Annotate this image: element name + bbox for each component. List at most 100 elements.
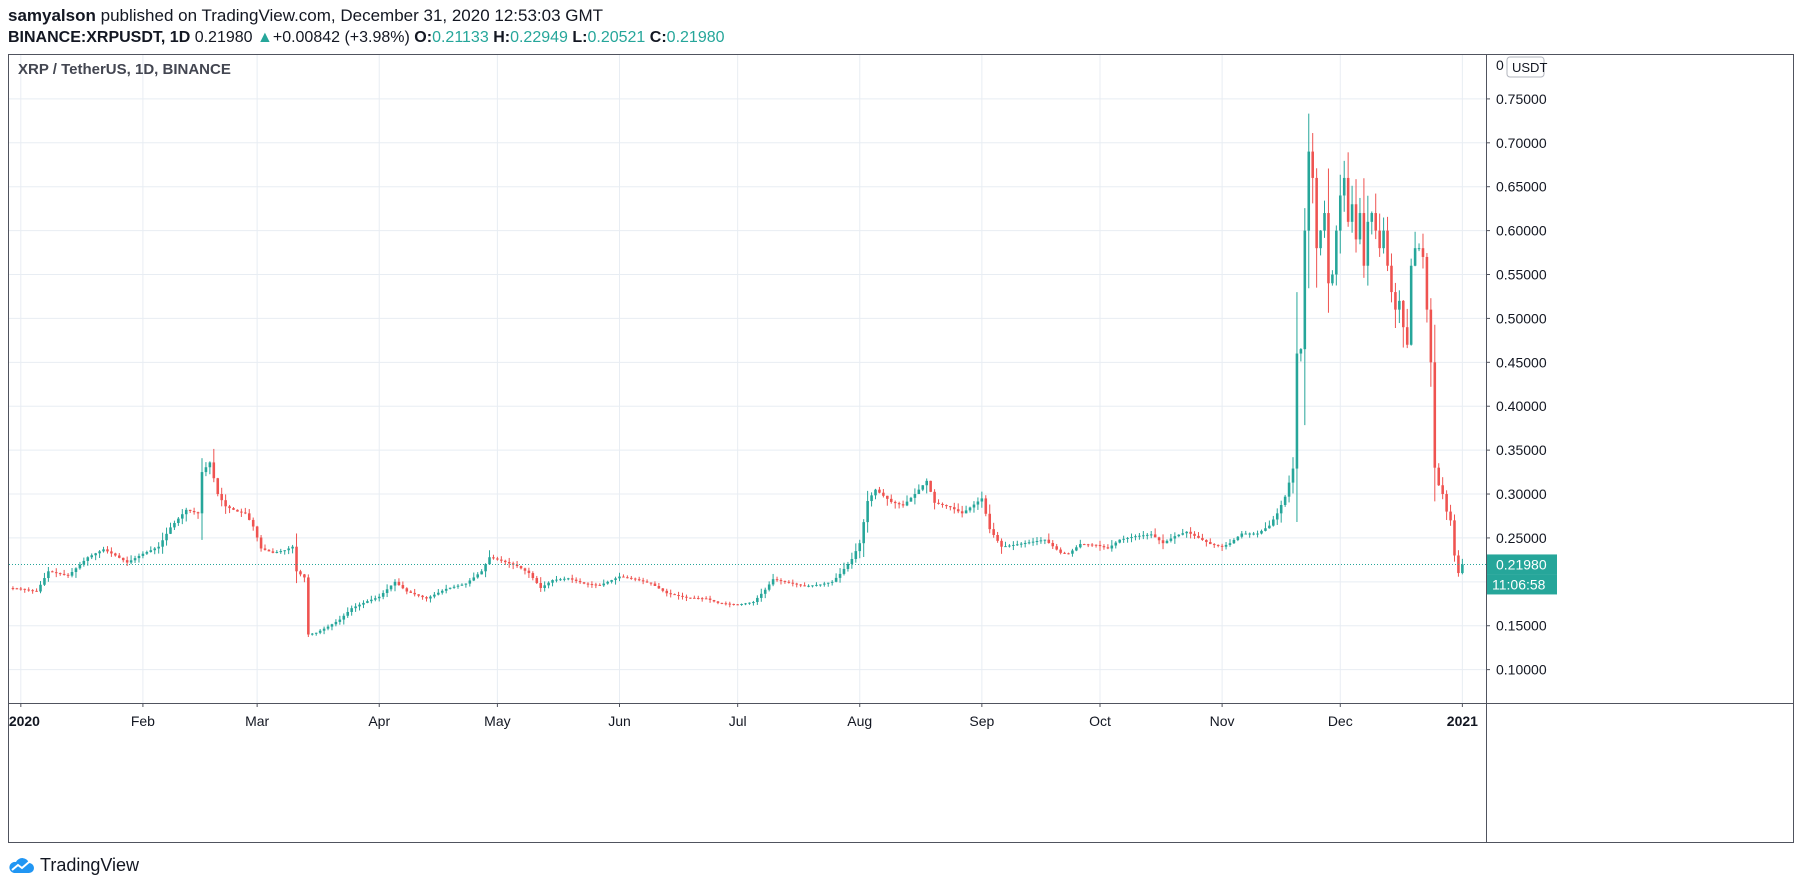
y-tick-label-partial: 0	[1496, 57, 1504, 73]
candle-body	[405, 588, 409, 592]
y-tick-label: 0.60000	[1496, 223, 1547, 239]
candle-body	[228, 506, 231, 509]
y-tick-label: 0.65000	[1496, 179, 1547, 195]
candle-body	[74, 568, 78, 572]
candle-body	[976, 501, 980, 505]
candle-body	[610, 580, 613, 582]
candle-body	[1193, 533, 1196, 536]
tradingview-footer[interactable]: TradingView	[8, 855, 139, 876]
candle-body	[779, 580, 783, 582]
candle-body	[586, 583, 590, 585]
candle-body	[531, 573, 535, 579]
candle-body	[767, 584, 771, 590]
candle-body	[1138, 535, 1141, 537]
candle-body	[1307, 151, 1311, 231]
candle-body	[665, 590, 669, 594]
candle-body	[1209, 542, 1212, 545]
candle-body	[460, 584, 464, 586]
candle-body	[732, 603, 735, 605]
candle-body	[649, 582, 653, 584]
candle-body	[43, 578, 46, 585]
candle-body	[1118, 539, 1121, 543]
candle-body	[842, 568, 846, 574]
candle-body	[1272, 519, 1275, 526]
candle-body	[669, 593, 672, 595]
candle-body	[1197, 535, 1200, 538]
candle-body	[173, 523, 176, 528]
y-tick-label: 0.35000	[1496, 442, 1547, 458]
candle-body	[1142, 535, 1145, 537]
candle-body	[322, 628, 326, 631]
candle-body	[803, 585, 806, 587]
y-tick-label: 0.10000	[1496, 662, 1547, 678]
y-tick-label: 0.50000	[1496, 310, 1547, 326]
high-label: H:	[493, 29, 511, 46]
candle-body	[1319, 230, 1322, 249]
candle-body	[429, 596, 432, 599]
candle-body	[330, 624, 334, 627]
candle-body	[1177, 534, 1181, 537]
candle-body	[1201, 537, 1204, 540]
candle-body	[1311, 151, 1314, 178]
candle-body	[685, 596, 688, 598]
candle-body	[882, 492, 885, 496]
candle-body	[996, 535, 999, 541]
candle-body	[39, 584, 42, 592]
candle-body	[1205, 539, 1208, 543]
candle-body	[413, 592, 416, 595]
x-tick-label: Oct	[1089, 713, 1111, 729]
candle-body	[192, 511, 196, 513]
change-up-icon: ▲	[257, 29, 273, 46]
candle-body	[1220, 545, 1224, 547]
candle-body	[543, 585, 546, 588]
candle-body	[287, 548, 290, 551]
candle-body	[783, 580, 787, 582]
candle-body	[771, 579, 775, 585]
candle-body	[1441, 485, 1444, 495]
candle-body	[70, 571, 74, 576]
candle-body	[775, 579, 779, 581]
candle-body	[480, 571, 483, 575]
candle-body	[1413, 248, 1417, 266]
candle-body	[559, 579, 562, 581]
candle-body	[496, 558, 499, 560]
y-tick-label: 0.55000	[1496, 267, 1547, 283]
candle-body	[673, 594, 676, 596]
candle-body	[960, 511, 964, 514]
candle-body	[1232, 539, 1236, 544]
candle-body	[452, 586, 456, 588]
author-name[interactable]: samyalson	[8, 6, 96, 25]
candle-body	[830, 581, 834, 583]
currency-badge[interactable]	[1506, 56, 1545, 78]
candle-body	[409, 591, 413, 593]
candle-body	[1295, 353, 1299, 469]
chart-title: XRP / TetherUS, 1D, BINANCE	[18, 61, 231, 78]
candle-body	[1461, 564, 1464, 574]
candle-body	[862, 522, 865, 544]
candle-body	[752, 602, 755, 604]
candle-body	[484, 564, 487, 572]
candle-body	[1236, 536, 1240, 540]
candle-body	[1153, 534, 1157, 538]
candle-body	[716, 601, 720, 603]
candlestick-chart[interactable]: 0.100000.150000.200000.250000.300000.350…	[9, 55, 1793, 842]
y-tick-label: 0.30000	[1496, 486, 1547, 502]
candle-body	[539, 583, 543, 588]
candle-body	[1283, 496, 1287, 505]
candle-body	[232, 508, 235, 510]
candle-body	[949, 506, 952, 508]
candle-body	[720, 602, 724, 604]
candle-body	[874, 489, 877, 496]
candle-body	[157, 546, 160, 549]
candle-body	[216, 478, 220, 495]
candle-body	[945, 505, 948, 507]
chart-frame[interactable]: 0.100000.150000.200000.250000.300000.350…	[8, 54, 1794, 843]
candle-body	[377, 596, 381, 599]
candle-body	[693, 597, 696, 599]
candle-body	[1216, 544, 1220, 546]
candle-body	[421, 595, 424, 598]
candle-body	[417, 594, 420, 596]
candle-body	[1035, 541, 1039, 542]
candle-body	[1134, 536, 1137, 538]
candle-body	[86, 557, 90, 561]
